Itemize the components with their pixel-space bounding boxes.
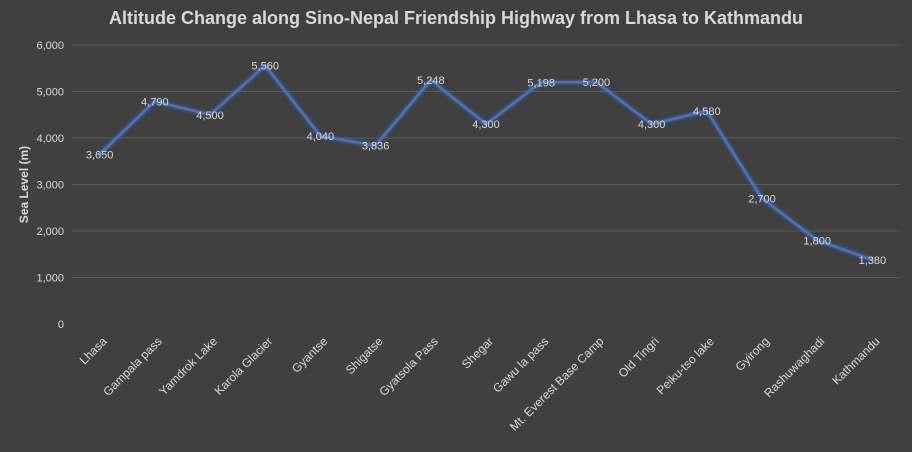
data-point [318, 134, 322, 138]
data-label: 3,836 [362, 141, 390, 153]
data-label: 4,580 [693, 106, 721, 118]
data-point [484, 122, 488, 126]
data-label: 4,500 [196, 110, 224, 122]
data-label: 4,040 [307, 131, 335, 143]
x-tick-label: Old Tingri [616, 334, 662, 380]
data-point [208, 113, 212, 117]
data-point [374, 144, 378, 148]
y-tick-label: 1,000 [36, 273, 64, 285]
data-label: 4,300 [638, 119, 666, 131]
data-point [760, 196, 764, 200]
chart-title: Altitude Change along Sino-Nepal Friends… [108, 8, 804, 28]
x-tick-label: Kathmandu [829, 334, 882, 387]
y-axis-title: Sea Level (m) [17, 146, 31, 223]
data-label: 5,200 [583, 77, 611, 89]
y-tick-label: 3,000 [36, 180, 64, 192]
data-label: 4,300 [472, 119, 500, 131]
data-point [153, 99, 157, 103]
data-point [539, 80, 543, 84]
y-tick-label: 6,000 [36, 40, 64, 52]
y-tick-label: 4,000 [36, 133, 64, 145]
data-label: 5,560 [251, 60, 279, 72]
x-tick-label: Gyatsola Pass [376, 334, 441, 399]
y-tick-label: 2,000 [36, 226, 64, 238]
data-point [705, 109, 709, 113]
y-axis-ticks: 0 1,000 2,000 3,000 4,000 5,000 6,000 [36, 40, 64, 331]
data-point [594, 80, 598, 84]
gridlines [72, 44, 900, 278]
data-point [429, 78, 433, 82]
y-tick-label: 5,000 [36, 87, 64, 99]
data-label: 5,198 [527, 77, 555, 89]
x-tick-label: Karola Glacier [212, 334, 276, 398]
x-tick-label: Yamdrok Lake [156, 334, 220, 398]
x-tick-label: Shigatse [343, 334, 386, 377]
x-tick-label: Gyirong [733, 334, 773, 374]
data-label: 5,248 [417, 75, 445, 87]
x-tick-label: Peiku-tso lake [654, 334, 717, 397]
x-tick-label: Gampala pass [100, 334, 165, 399]
data-label: 1,380 [859, 255, 887, 267]
data-point [815, 238, 819, 242]
data-point [263, 63, 267, 67]
data-label: 1,800 [803, 235, 831, 247]
data-point [98, 152, 102, 156]
x-tick-label: Gyantse [289, 334, 331, 376]
data-label: 2,700 [748, 193, 776, 205]
series-layer [98, 63, 874, 262]
y-tick-label: 0 [58, 319, 64, 331]
x-tick-label: Gawu la pass [490, 334, 551, 395]
data-labels: 3,650 4,790 4,500 5,560 4,040 3,836 5,248 4,300… [86, 60, 886, 266]
data-point [650, 122, 654, 126]
data-label: 4,790 [141, 96, 169, 108]
x-tick-label: Mt. Everest Base Camp [507, 334, 607, 434]
x-tick-label: Lhasa [77, 334, 110, 367]
data-point [870, 258, 874, 262]
x-tick-label: Shegar [459, 334, 496, 371]
data-label: 3,650 [86, 149, 114, 161]
